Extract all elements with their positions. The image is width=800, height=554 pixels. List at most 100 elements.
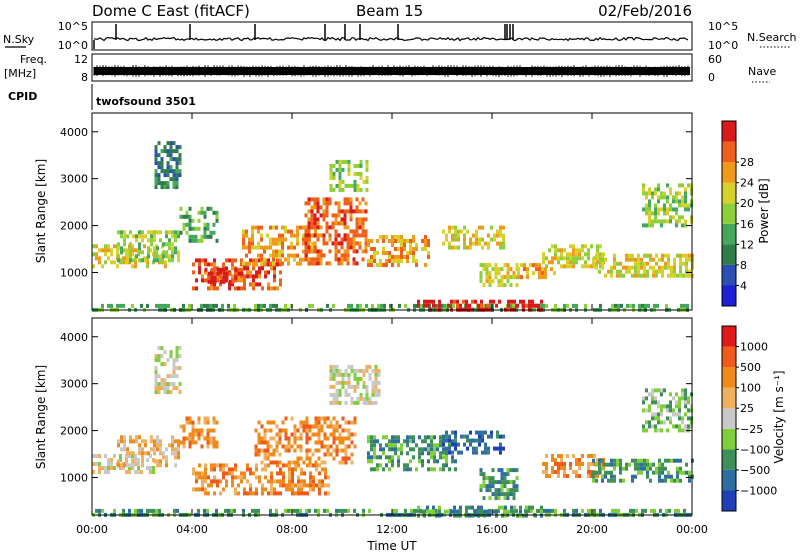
- data-cell: [478, 442, 481, 447]
- data-cell: [171, 447, 174, 452]
- data-cell: [154, 145, 158, 150]
- data-cell: [353, 183, 357, 188]
- data-cell: [563, 474, 566, 478]
- data-cell: [313, 197, 317, 202]
- data-cell: [488, 283, 492, 288]
- data-cell: [651, 416, 654, 421]
- data-cell: [278, 440, 282, 445]
- data-cell: [484, 442, 487, 447]
- data-cell: [463, 434, 466, 439]
- data-cell: [365, 392, 369, 397]
- data-cell: [370, 435, 373, 440]
- data-cell: [541, 271, 544, 276]
- data-cell: [673, 269, 676, 274]
- data-cell: [409, 459, 412, 464]
- data-cell: [499, 434, 502, 439]
- data-cell: [281, 253, 284, 258]
- data-cell: [649, 257, 652, 262]
- data-cell: [510, 505, 513, 510]
- data-cell: [188, 226, 192, 231]
- data-cell: [163, 173, 167, 178]
- data-cell: [95, 256, 98, 261]
- data-cell: [472, 241, 475, 246]
- data-cell: [287, 448, 291, 453]
- data-cell: [257, 225, 260, 230]
- data-cell: [222, 279, 226, 284]
- data-cell: [566, 256, 569, 261]
- data-cell: [654, 187, 657, 192]
- data-cell: [207, 475, 210, 480]
- data-cell: [154, 374, 158, 379]
- data-cell: [135, 439, 138, 444]
- data-cell: [344, 448, 348, 453]
- data-cell: [451, 439, 454, 444]
- data-cell: [175, 354, 179, 359]
- data-cell: [374, 388, 378, 393]
- data-cell: [548, 248, 551, 253]
- data-cell: [282, 475, 285, 480]
- data-cell: [204, 491, 207, 496]
- data-cell: [347, 303, 350, 308]
- data-cell: [313, 205, 317, 210]
- data-cell: [248, 241, 251, 246]
- data-cell: [475, 233, 478, 238]
- data-cell: [557, 462, 560, 466]
- data-cell: [346, 257, 350, 262]
- data-cell: [95, 462, 98, 466]
- data-cell: [456, 303, 459, 308]
- data-cell: [272, 237, 275, 242]
- data-cell: [156, 439, 159, 444]
- data-cell: [182, 424, 186, 429]
- data-cell: [684, 219, 687, 224]
- data-cell: [475, 450, 478, 455]
- data-cell: [249, 282, 252, 287]
- data-cell: [257, 508, 260, 513]
- data-cell: [154, 177, 158, 182]
- data-cell: [685, 261, 688, 266]
- data-cell: [309, 471, 312, 476]
- data-cell: [595, 462, 598, 467]
- data-cell: [625, 462, 628, 467]
- data-cell: [206, 508, 209, 513]
- data-cell: [314, 440, 318, 445]
- data-cell: [475, 446, 478, 451]
- data-cell: [177, 230, 180, 235]
- cpid-label: CPID: [8, 90, 37, 103]
- data-cell: [645, 396, 648, 401]
- data-cell: [240, 258, 243, 263]
- data-cell: [171, 246, 174, 251]
- data-cell: [353, 171, 357, 176]
- data-cell: [669, 215, 672, 220]
- data-cell: [554, 252, 557, 257]
- data-cell: [660, 207, 663, 212]
- data-cell: [672, 396, 675, 401]
- data-cell: [365, 396, 369, 401]
- data-cell: [308, 424, 312, 429]
- data-cell: [149, 466, 152, 470]
- data-cell: [448, 443, 451, 448]
- data-cell: [168, 258, 171, 263]
- data-cell: [225, 479, 228, 484]
- data-cell: [182, 222, 186, 227]
- data-cell: [171, 230, 174, 235]
- data-cell: [324, 471, 327, 476]
- data-cell: [150, 234, 153, 239]
- data-cell: [678, 183, 681, 188]
- data-cell: [147, 238, 150, 243]
- data-cell: [439, 451, 442, 456]
- data-cell: [500, 476, 504, 481]
- data-cell: [334, 229, 338, 234]
- data-cell: [264, 475, 267, 480]
- data-cell: [651, 191, 654, 196]
- data-cell: [554, 256, 557, 261]
- data-cell: [495, 509, 498, 514]
- data-cell: [287, 440, 291, 445]
- data-cell: [159, 258, 162, 263]
- y-tick-label: 2000: [60, 220, 88, 233]
- data-cell: [228, 271, 232, 276]
- data-cell: [669, 408, 672, 413]
- data-cell: [453, 299, 456, 304]
- data-cell: [424, 247, 427, 251]
- data-cell: [300, 487, 303, 492]
- data-cell: [572, 508, 575, 513]
